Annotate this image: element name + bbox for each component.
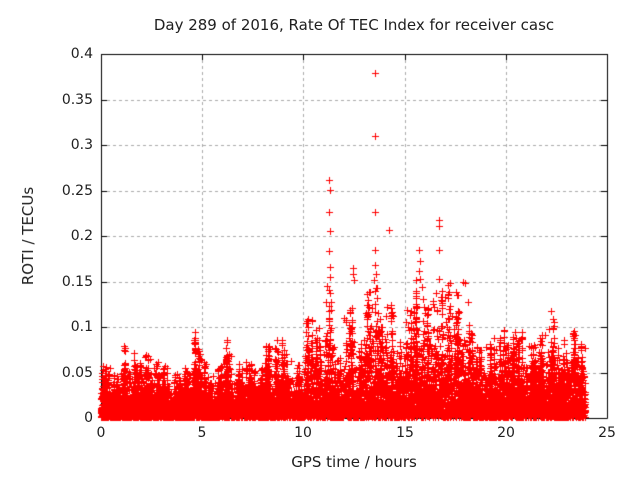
x-tick-label: 25 bbox=[598, 425, 616, 441]
y-tick-label: 0 bbox=[84, 410, 93, 426]
y-tick-label: 0.35 bbox=[61, 92, 93, 108]
y-tick-label: 0.25 bbox=[61, 183, 93, 199]
y-tick-label: 0.3 bbox=[70, 137, 93, 153]
y-tick-label: 0.05 bbox=[61, 365, 93, 381]
x-tick-label: 20 bbox=[497, 425, 515, 441]
y-tick-label: 0.4 bbox=[70, 46, 93, 62]
x-tick-label: 0 bbox=[96, 425, 106, 441]
x-tick-label: 15 bbox=[396, 425, 414, 441]
x-tick-label: 5 bbox=[197, 425, 207, 441]
y-tick-label: 0.2 bbox=[70, 228, 93, 244]
x-axis-label: GPS time / hours bbox=[291, 453, 417, 471]
x-tick-label: 10 bbox=[294, 425, 312, 441]
chart-title: Day 289 of 2016, Rate Of TEC Index for r… bbox=[153, 16, 555, 34]
y-tick-label: 0.1 bbox=[70, 319, 93, 335]
y-tick-label: 0.15 bbox=[61, 274, 93, 290]
